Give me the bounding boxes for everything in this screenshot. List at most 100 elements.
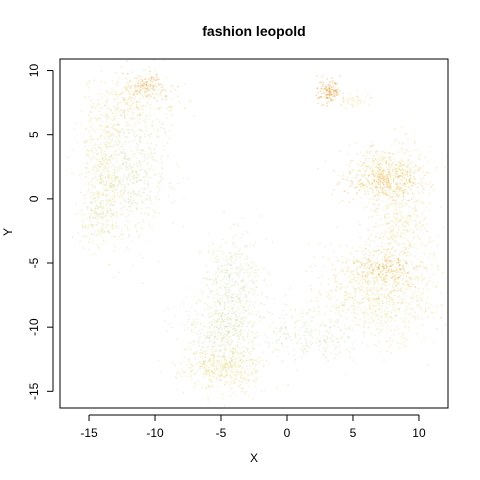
scatter-point — [110, 109, 113, 112]
scatter-point — [114, 91, 116, 94]
scatter-point — [396, 212, 398, 215]
scatter-point — [204, 369, 207, 371]
scatter-point — [221, 356, 224, 358]
scatter-point — [104, 216, 106, 219]
scatter-point — [90, 149, 93, 152]
scatter-point — [414, 220, 417, 223]
scatter-point — [358, 246, 361, 249]
scatter-point — [228, 384, 231, 387]
scatter-point — [205, 369, 208, 372]
scatter-point — [258, 316, 261, 319]
scatter-point — [394, 301, 397, 304]
scatter-point — [398, 273, 401, 276]
scatter-point — [236, 283, 239, 285]
scatter-point — [108, 174, 111, 177]
scatter-point — [376, 262, 378, 265]
scatter-point — [384, 159, 387, 162]
scatter-point — [345, 260, 348, 263]
scatter-point — [138, 90, 141, 93]
scatter-point — [346, 266, 348, 269]
scatter-point — [227, 323, 230, 325]
scatter-point — [148, 89, 151, 92]
scatter-point — [100, 163, 103, 166]
scatter-point — [429, 252, 432, 255]
scatter-point — [385, 316, 388, 319]
scatter-point — [403, 162, 406, 165]
scatter-point — [86, 162, 89, 165]
scatter-point — [233, 299, 235, 302]
scatter-point — [132, 102, 135, 105]
scatter-point — [383, 255, 386, 258]
scatter-point — [335, 274, 338, 277]
scatter-point — [211, 349, 214, 351]
scatter-point — [425, 206, 428, 208]
scatter-point — [116, 167, 118, 169]
scatter-point — [404, 220, 407, 223]
scatter-point — [99, 147, 102, 149]
scatter-point — [354, 324, 357, 327]
scatter-point — [205, 350, 208, 353]
scatter-point — [114, 127, 117, 130]
scatter-point — [410, 184, 413, 187]
scatter-point — [316, 87, 319, 90]
scatter-point — [255, 363, 257, 366]
scatter-point — [230, 226, 232, 229]
scatter-point — [368, 286, 371, 289]
scatter-point — [187, 287, 189, 289]
scatter-point — [156, 185, 159, 187]
scatter-point — [411, 189, 413, 192]
scatter-point — [362, 311, 364, 314]
scatter-point — [424, 266, 427, 269]
scatter-point — [345, 99, 348, 101]
scatter-point — [388, 186, 391, 189]
scatter-point — [397, 328, 400, 330]
scatter-point — [127, 176, 130, 179]
scatter-point — [106, 145, 109, 148]
scatter-point — [387, 180, 390, 183]
scatter-point — [372, 254, 375, 256]
scatter-point — [408, 270, 410, 273]
scatter-point — [171, 326, 173, 329]
scatter-point — [139, 140, 141, 143]
scatter-point — [375, 192, 378, 195]
scatter-point — [136, 116, 139, 119]
scatter-point — [133, 77, 136, 80]
scatter-point — [251, 359, 254, 361]
scatter-point — [335, 226, 338, 229]
scatter-point — [340, 286, 343, 289]
scatter-point — [327, 87, 330, 89]
scatter-point — [313, 255, 315, 258]
scatter-point — [380, 278, 383, 281]
scatter-point — [111, 88, 113, 91]
scatter-point — [361, 275, 364, 278]
scatter-point — [427, 288, 430, 291]
scatter-point — [416, 276, 419, 278]
scatter-point — [84, 224, 87, 227]
scatter-point — [240, 374, 243, 376]
scatter-point — [338, 181, 341, 184]
scatter-point — [395, 194, 398, 196]
scatter-point — [383, 156, 386, 159]
scatter-point — [165, 95, 168, 98]
scatter-point — [152, 168, 154, 171]
scatter-point — [395, 239, 398, 242]
scatter-point — [96, 193, 98, 196]
scatter-point — [208, 296, 211, 298]
scatter-point — [100, 216, 103, 219]
scatter-point — [265, 359, 268, 362]
scatter-point — [420, 307, 423, 310]
scatter-point — [87, 189, 89, 192]
scatter-point — [256, 274, 259, 277]
scatter-point — [374, 310, 376, 312]
scatter-point — [371, 171, 373, 173]
scatter-point — [236, 273, 239, 275]
scatter-point — [120, 191, 123, 193]
scatter-point — [192, 324, 194, 326]
scatter-point — [328, 96, 331, 99]
scatter-point — [225, 374, 228, 377]
scatter-point — [131, 210, 134, 213]
scatter-point — [331, 89, 333, 91]
scatter-point — [161, 84, 164, 87]
scatter-point — [214, 256, 217, 259]
scatter-point — [386, 324, 389, 327]
